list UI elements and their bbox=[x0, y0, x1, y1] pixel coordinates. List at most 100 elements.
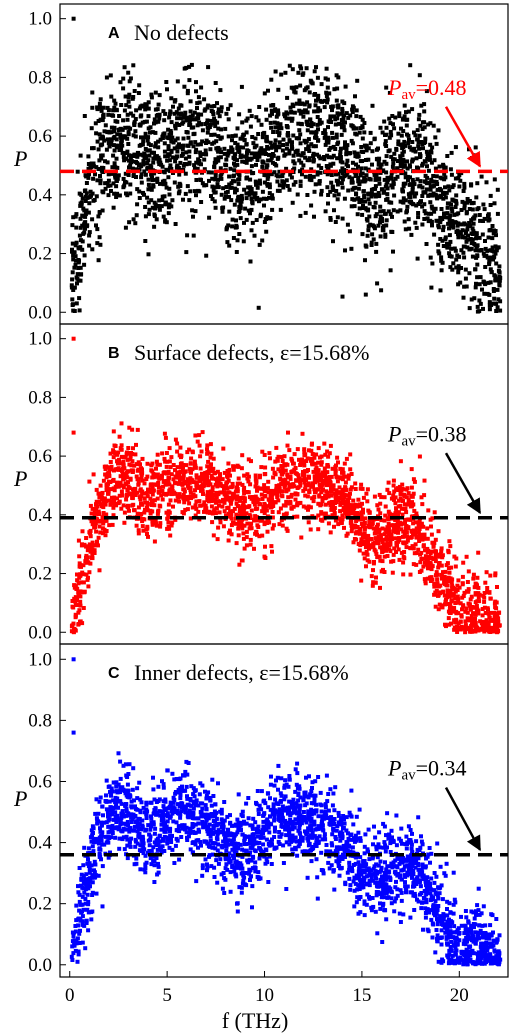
panel-a-point bbox=[87, 230, 92, 235]
panel-a-point bbox=[194, 178, 199, 182]
panel-c-point bbox=[389, 896, 394, 901]
panel-b-point bbox=[111, 477, 116, 482]
panel-a-point bbox=[480, 287, 484, 292]
panel-a-point bbox=[354, 114, 359, 119]
panel-a-point bbox=[417, 133, 422, 138]
panel-b-point bbox=[107, 471, 112, 476]
panel-a-point bbox=[475, 262, 480, 267]
panel-a-point bbox=[358, 114, 363, 119]
panel-b-point bbox=[159, 476, 164, 481]
panel-a-point bbox=[94, 223, 98, 228]
panel-a-point bbox=[461, 295, 466, 300]
panel-b-points bbox=[69, 336, 502, 635]
panel-b-point bbox=[280, 459, 285, 463]
panel-b-point bbox=[318, 455, 322, 460]
panel-b-point bbox=[181, 487, 186, 492]
panel-a-point bbox=[224, 185, 229, 189]
panel-b-point bbox=[193, 488, 197, 493]
panel-b-point bbox=[379, 495, 384, 500]
panel-a-point bbox=[343, 140, 347, 145]
panel-b-point bbox=[104, 486, 109, 491]
panel-a-point bbox=[202, 183, 207, 188]
panel-b-point bbox=[205, 447, 209, 452]
panel-b-point bbox=[422, 560, 427, 565]
panel-a-point bbox=[278, 122, 283, 127]
panel-b-point bbox=[76, 590, 81, 595]
panel-a-point bbox=[281, 143, 285, 147]
panel-b-point bbox=[349, 529, 354, 534]
panel-b-point bbox=[209, 451, 214, 456]
panel-b-point bbox=[140, 478, 145, 483]
panel-b-point bbox=[370, 583, 375, 588]
panel-b-point bbox=[356, 497, 361, 502]
panel-b-point bbox=[280, 523, 285, 528]
panel-a-point bbox=[176, 191, 181, 196]
panel-a-point bbox=[194, 80, 198, 85]
panel-b-point bbox=[422, 478, 427, 483]
panel-a-point bbox=[142, 119, 147, 124]
panel-b-point bbox=[190, 494, 195, 499]
panel-a-point bbox=[428, 218, 433, 223]
panel-a-point bbox=[456, 270, 461, 275]
panel-a-point bbox=[139, 175, 144, 180]
panel-a-point bbox=[270, 207, 275, 212]
panel-a-point bbox=[264, 117, 269, 122]
panel-a-point bbox=[307, 104, 312, 109]
panel-b-point bbox=[179, 461, 184, 466]
panel-a-point bbox=[328, 162, 333, 167]
panel-b-point bbox=[408, 535, 413, 540]
panel-b-point bbox=[145, 461, 150, 466]
panel-a-point bbox=[448, 239, 453, 244]
panel-b-point bbox=[445, 591, 450, 595]
panel-a-point bbox=[112, 161, 117, 166]
panel-a-point bbox=[385, 180, 390, 185]
panel-a-point bbox=[364, 143, 369, 148]
panel-c-point bbox=[293, 835, 298, 840]
panel-b-point bbox=[149, 488, 154, 493]
panel-b-point bbox=[138, 487, 143, 492]
panel-a-point bbox=[192, 166, 197, 171]
panel-a-point bbox=[153, 141, 158, 146]
panel-a-point bbox=[82, 253, 87, 258]
panel-a-point bbox=[346, 115, 351, 120]
panel-a-point bbox=[296, 121, 301, 126]
panel-a-point bbox=[258, 212, 263, 217]
panel-b-point bbox=[140, 456, 145, 461]
panel-a-point bbox=[114, 156, 119, 161]
panel-a-point bbox=[422, 217, 427, 221]
panel-a-point bbox=[265, 215, 270, 220]
panel-b-point bbox=[329, 507, 334, 512]
panel-b-point bbox=[111, 429, 116, 434]
panel-a-point bbox=[494, 301, 499, 306]
panel-b-point bbox=[485, 606, 490, 611]
panel-b-point bbox=[312, 495, 317, 499]
panel-b-point bbox=[169, 492, 174, 497]
panel-b-point bbox=[89, 545, 94, 550]
panel-b-point bbox=[177, 473, 181, 478]
panel-a-point bbox=[270, 144, 275, 148]
panel-a-point bbox=[317, 118, 322, 122]
panel-a-point bbox=[125, 149, 130, 154]
panel-b-point bbox=[487, 615, 492, 620]
panel-a-point bbox=[290, 144, 294, 149]
panel-a-point bbox=[428, 200, 433, 205]
panel-b-point bbox=[123, 481, 128, 486]
panel-b-point bbox=[399, 550, 404, 555]
panel-a-point bbox=[113, 175, 118, 180]
panel-b-point bbox=[222, 470, 227, 475]
panel-a-point bbox=[98, 174, 102, 178]
panel-a-point bbox=[359, 145, 364, 149]
panel-b-point bbox=[402, 556, 407, 561]
panel-b-point bbox=[400, 512, 405, 517]
panel-a-point bbox=[238, 216, 243, 221]
panel-b-point bbox=[480, 607, 485, 611]
panel-b-point bbox=[239, 466, 244, 471]
panel-a-point bbox=[337, 121, 342, 126]
panel-a-point bbox=[175, 79, 180, 84]
panel-a-point bbox=[241, 239, 246, 244]
panel-b-point bbox=[466, 589, 471, 594]
panel-a-point bbox=[301, 71, 306, 76]
panel-b-point bbox=[73, 600, 78, 604]
panel-b-point bbox=[193, 503, 198, 508]
panel-b-point bbox=[224, 496, 229, 501]
